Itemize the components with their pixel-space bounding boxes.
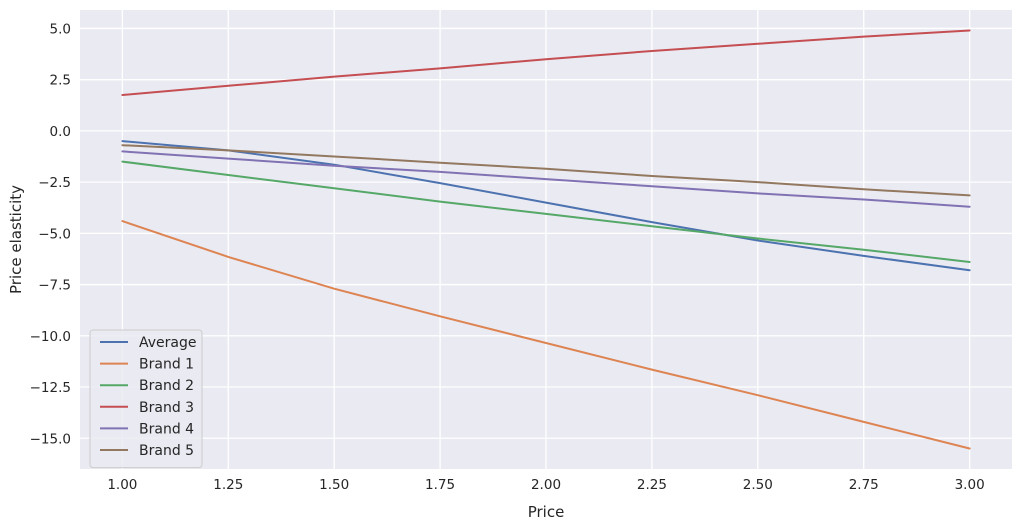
series-line-2 (121, 220, 971, 450)
series-lines (121, 29, 971, 450)
series-line-4 (121, 29, 971, 96)
y-tick-label: −7.5 (38, 278, 71, 294)
legend-label: Brand 1 (139, 357, 194, 373)
grid-lines (80, 10, 1012, 469)
x-tick-label: 2.75 (849, 477, 879, 493)
y-tick-label: −10.0 (30, 329, 71, 345)
y-tick-label: −15.0 (30, 431, 71, 447)
legend-label: Brand 2 (139, 378, 194, 394)
y-tick-label: 5.0 (50, 21, 71, 37)
legend-label: Brand 5 (139, 443, 194, 459)
x-tick-label: 2.25 (637, 477, 667, 493)
y-tick-label: 0.0 (50, 124, 71, 140)
legend: Average Brand 1 Brand 2 Brand 3 Brand 4 Brand… (89, 329, 203, 469)
legend-label: Brand 3 (139, 400, 194, 416)
x-tick-label: 1.50 (319, 477, 349, 493)
x-tick-label: 3.00 (955, 477, 985, 493)
legend-label: Average (139, 335, 197, 351)
x-tick-label: 2.00 (531, 477, 561, 493)
y-tick-label: 2.5 (50, 73, 71, 89)
x-tick-label: 2.50 (743, 477, 773, 493)
x-tick-label: 1.00 (107, 477, 137, 493)
x-axis-label: Price (528, 503, 565, 521)
series-line-3 (121, 160, 971, 263)
y-axis-label: Price elasticity (7, 185, 25, 294)
y-tick-label: −5.0 (38, 226, 71, 242)
x-axis-ticks: 1.00 1.25 1.50 1.75 2.00 2.25 2.50 2.75 3.00 (107, 477, 984, 493)
y-tick-label: −2.5 (38, 175, 71, 191)
legend-label: Brand 4 (139, 421, 194, 437)
x-tick-label: 1.25 (213, 477, 243, 493)
y-axis-ticks: 5.0 2.5 0.0 −2.5 −5.0 −7.5 −10.0 −12.5 −15.0 (30, 21, 71, 447)
x-tick-label: 1.75 (425, 477, 455, 493)
series-line-6 (121, 144, 971, 197)
series-line-1 (121, 140, 971, 272)
y-tick-label: −12.5 (30, 380, 71, 396)
series-line-5 (121, 150, 971, 208)
